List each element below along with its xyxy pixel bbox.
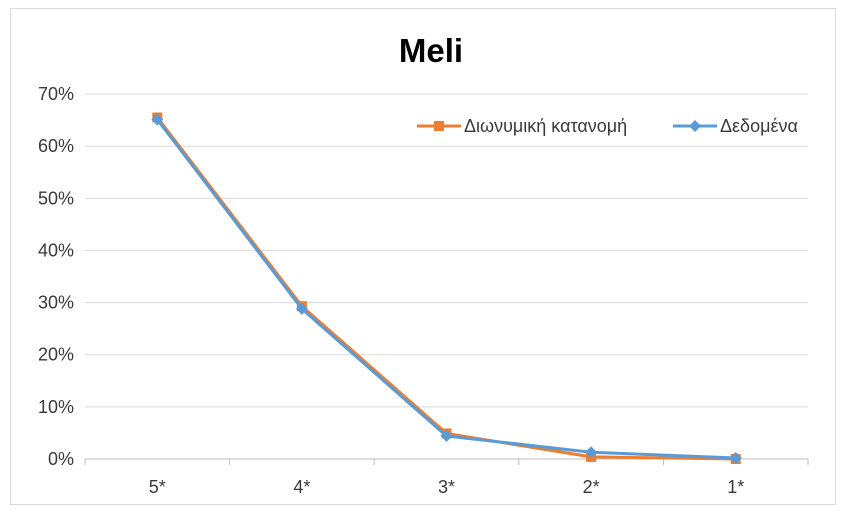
- y-tick-label: 40%: [38, 240, 74, 260]
- y-tick-label: 60%: [38, 136, 74, 156]
- y-tick-label: 10%: [38, 397, 74, 417]
- x-tick-label: 4*: [293, 477, 310, 497]
- y-tick-label: 0%: [48, 449, 74, 469]
- data-point: [151, 113, 164, 126]
- legend-item-2: Δεδομένα: [673, 116, 798, 136]
- data-point: [585, 446, 598, 459]
- chart-frame: [10, 8, 836, 505]
- y-axis-ticks: 0% 10% 20% 30% 40% 50% 60% 70%: [38, 84, 74, 469]
- x-tick-label: 3*: [438, 477, 455, 497]
- x-tick-label: 5*: [149, 477, 166, 497]
- legend-marker: [434, 121, 444, 131]
- x-axis: 5* 4* 3* 2* 1*: [84, 459, 809, 497]
- data-point: [440, 430, 453, 443]
- legend: Διωνυμική κατανομή Δεδομένα: [417, 116, 798, 136]
- legend-item-1: Διωνυμική κατανομή: [417, 116, 627, 136]
- y-tick-label: 20%: [38, 345, 74, 365]
- data-point: [295, 302, 308, 315]
- x-tick-label: 2*: [583, 477, 600, 497]
- series-line: [155, 115, 738, 461]
- y-tick-label: 30%: [38, 293, 74, 313]
- legend-label: Δεδομένα: [720, 116, 798, 136]
- series-group: [151, 112, 742, 464]
- data-point: [729, 451, 742, 464]
- chart-title: Meli: [399, 32, 463, 69]
- series-2: [151, 113, 742, 464]
- y-tick-label: 50%: [38, 188, 74, 208]
- x-tick-label: 1*: [727, 477, 744, 497]
- legend-marker: [689, 120, 701, 132]
- gridlines: [85, 93, 808, 460]
- series-1: [152, 112, 741, 464]
- legend-label: Διωνυμική κατανομή: [464, 116, 627, 136]
- y-tick-label: 70%: [38, 84, 74, 104]
